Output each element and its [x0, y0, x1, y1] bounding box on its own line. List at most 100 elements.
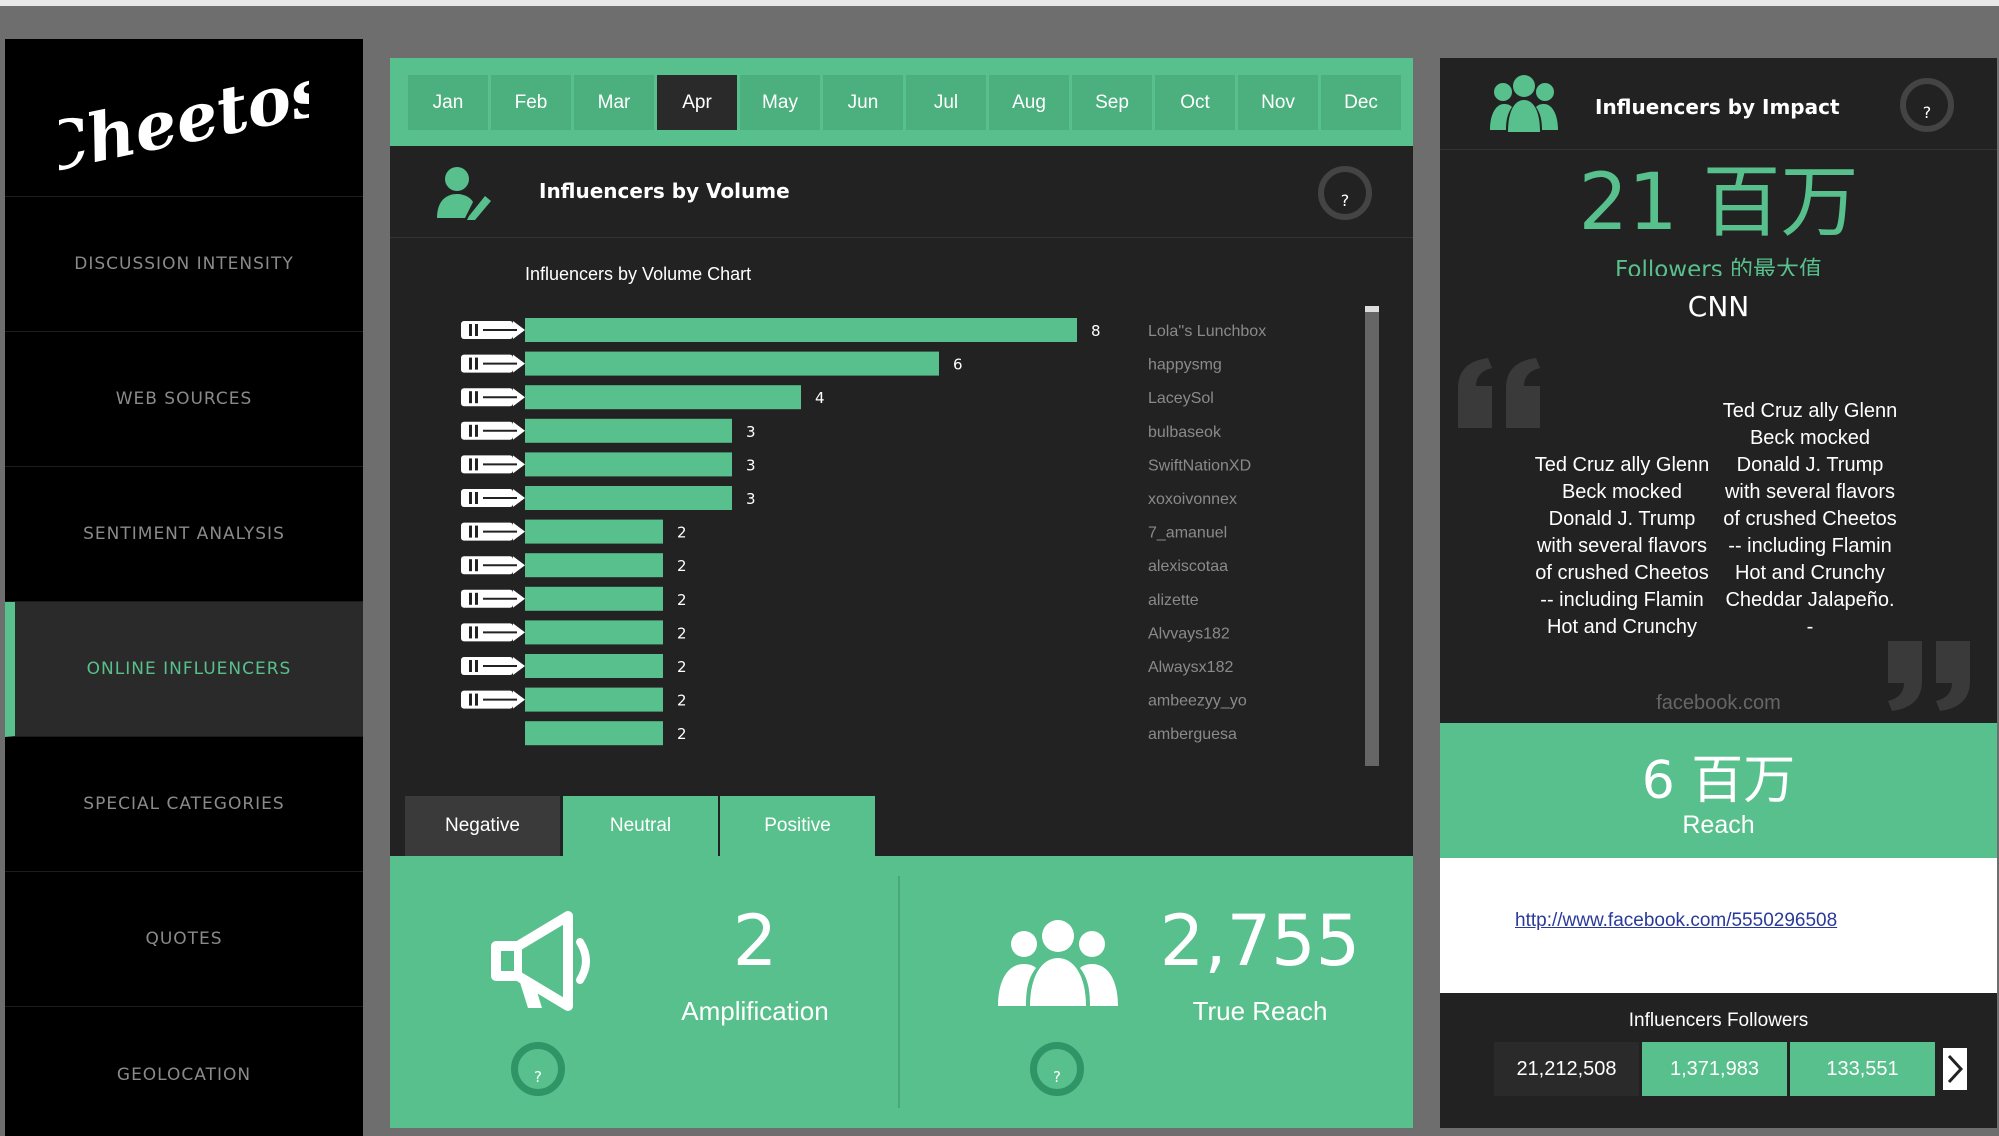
impact-panel-title: Influencers by Impact — [1595, 95, 1840, 119]
pencil-icon — [461, 623, 525, 642]
quote-text-1: Ted Cruz ally Glenn Beck mocked Donald J… — [1534, 454, 1710, 638]
amplification-value: 2 — [732, 900, 778, 982]
bar-value-label: 3 — [746, 490, 756, 508]
kpi-panel: 2 Amplification ? 2,755 True Reach ? — [390, 856, 1413, 1128]
nav-item-special-categories[interactable]: SPECIAL CATEGORIES — [5, 737, 363, 872]
bar-value-label: 2 — [677, 524, 687, 542]
chart-bar[interactable] — [525, 620, 663, 645]
category-label: Alvvays182 — [1148, 625, 1230, 642]
bar-value-label: 2 — [677, 658, 687, 676]
chart-bar[interactable] — [525, 721, 663, 746]
month-oct[interactable]: Oct — [1155, 75, 1235, 130]
chart-bar[interactable] — [525, 318, 1077, 342]
followers-cell[interactable]: 1,371,983 — [1642, 1042, 1787, 1096]
month-jan[interactable]: Jan — [408, 75, 488, 130]
quote-close-icon — [1888, 641, 1970, 711]
month-jun[interactable]: Jun — [823, 75, 903, 130]
nav-label: WEB SOURCES — [115, 389, 253, 409]
volume-panel-title: Influencers by Volume — [539, 179, 790, 203]
chart-bar[interactable] — [525, 418, 732, 443]
chart-bar[interactable] — [525, 687, 663, 712]
nav-item-online-influencers[interactable]: ONLINE INFLUENCERS — [5, 602, 363, 737]
chart-bar[interactable] — [525, 385, 801, 410]
category-label: SwiftNationXD — [1148, 457, 1251, 474]
month-mar[interactable]: Mar — [574, 75, 654, 130]
chart-bar[interactable] — [525, 553, 663, 578]
chart-scrollbar[interactable] — [1365, 306, 1379, 766]
nav-label: SENTIMENT ANALYSIS — [83, 524, 285, 544]
bar-value-label: 2 — [677, 624, 687, 642]
bar-value-label: 3 — [746, 456, 756, 474]
pencil-icon — [461, 455, 525, 474]
pencil-icon — [461, 522, 525, 541]
nav-label: SPECIAL CATEGORIES — [83, 794, 285, 814]
chart-bar[interactable] — [525, 654, 663, 678]
users-group-icon — [1490, 75, 1558, 132]
max-followers-label: Followers 的最大值 — [1614, 257, 1823, 276]
reach-panel: 6 百万 Reach — [1440, 723, 1997, 858]
reach-value: 6 百万 — [1641, 751, 1796, 811]
tab-positive[interactable]: Positive — [720, 796, 875, 856]
pencil-icon — [461, 321, 525, 339]
influencers-impact-panel: Influencers by Impact ? 21 百万 Followers … — [1440, 58, 1997, 723]
bar-value-label: 2 — [677, 692, 687, 710]
nav-label: GEOLOCATION — [116, 1064, 252, 1085]
next-arrow-button[interactable] — [1943, 1048, 1967, 1090]
nav-item-sentiment-analysis[interactable]: SENTIMENT ANALYSIS — [5, 467, 363, 602]
nav-item-quotes[interactable]: QUOTES — [5, 872, 363, 1007]
influencer-link[interactable]: http://www.facebook.com/5550296508 — [1515, 910, 1838, 931]
bar-value-label: 8 — [1091, 322, 1101, 340]
category-label: happysmg — [1148, 357, 1222, 374]
month-aug[interactable]: Aug — [989, 75, 1069, 130]
pencil-icon — [461, 690, 525, 709]
chart-bar[interactable] — [525, 586, 663, 611]
bar-value-label: 3 — [746, 423, 756, 441]
max-followers-value: 21 百万 — [1578, 158, 1859, 248]
followers-cell[interactable]: 133,551 — [1790, 1042, 1935, 1096]
chart-bar[interactable] — [525, 452, 732, 477]
quote-open-icon — [1458, 358, 1540, 428]
nav-label: ONLINE INFLUENCERS — [86, 659, 292, 679]
pencil-icon — [461, 489, 525, 507]
chart-title: Influencers by Volume Chart — [525, 264, 752, 284]
category-label: Alwaysx182 — [1148, 659, 1233, 676]
volume-help-button[interactable]: ? — [1318, 166, 1372, 220]
top-strip — [0, 0, 1999, 6]
cheetos-logo-icon: Cheetos — [59, 49, 309, 191]
chart-bar[interactable] — [525, 519, 663, 544]
tab-neutral[interactable]: Neutral — [563, 796, 718, 856]
month-dec[interactable]: Dec — [1321, 75, 1401, 130]
followers-cell[interactable]: 21,212,508 — [1494, 1042, 1639, 1096]
category-label: 7_amanuel — [1148, 525, 1227, 542]
chart-scrollbar-thumb[interactable] — [1365, 306, 1379, 312]
impact-panel-header: Influencers by Impact ? — [1440, 58, 1997, 150]
month-sep[interactable]: Sep — [1072, 75, 1152, 130]
tab-negative[interactable]: Negative — [405, 796, 560, 856]
chart-bar[interactable] — [525, 486, 732, 510]
nav-item-discussion-intensity[interactable]: DISCUSSION INTENSITY — [5, 197, 363, 332]
true-reach-help-button[interactable]: ? — [1030, 1042, 1084, 1096]
impact-help-button[interactable]: ? — [1900, 78, 1954, 132]
sidebar: Cheetos DISCUSSION INTENSITY WEB SOURCES… — [5, 39, 363, 1136]
bar-value-label: 4 — [815, 389, 825, 407]
category-label: ambeezyy_yo — [1148, 693, 1247, 710]
nav-item-geolocation[interactable]: GEOLOCATION — [5, 1007, 363, 1136]
nav-label: DISCUSSION INTENSITY — [74, 254, 294, 274]
brand-logo[interactable]: Cheetos — [5, 39, 363, 197]
influencer-name: CNN — [1687, 290, 1750, 323]
category-label: alizette — [1148, 592, 1199, 609]
amplification-help-button[interactable]: ? — [511, 1042, 565, 1096]
nav-item-web-sources[interactable]: WEB SOURCES — [5, 332, 363, 467]
bar-value-label: 2 — [677, 591, 687, 609]
pencil-icon — [461, 589, 525, 608]
pencil-icon — [461, 657, 525, 675]
month-jul[interactable]: Jul — [906, 75, 986, 130]
month-feb[interactable]: Feb — [491, 75, 571, 130]
month-apr[interactable]: Apr — [657, 75, 737, 130]
amplification-label: Amplification — [681, 996, 829, 1026]
month-may[interactable]: May — [740, 75, 820, 130]
category-label: amberguesa — [1148, 726, 1237, 743]
bar-value-label: 6 — [953, 356, 963, 374]
month-nov[interactable]: Nov — [1238, 75, 1318, 130]
chart-bar[interactable] — [525, 351, 939, 376]
